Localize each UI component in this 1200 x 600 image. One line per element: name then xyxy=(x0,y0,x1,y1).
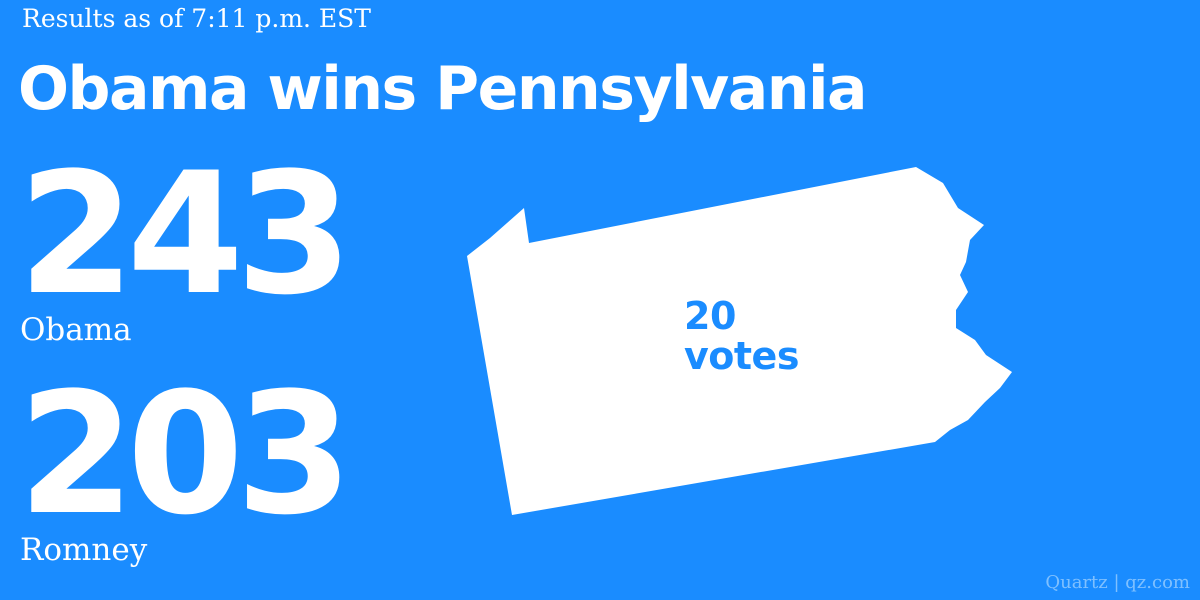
headline: Obama wins Pennsylvania xyxy=(18,54,868,124)
obama-label: Obama xyxy=(20,312,132,348)
pennsylvania-shape xyxy=(467,167,1012,515)
source-credit: Quartz | qz.com xyxy=(1045,572,1190,593)
votes-word: votes xyxy=(684,334,799,378)
votes-number: 20 xyxy=(684,294,736,338)
state-electoral-votes: 20 votes xyxy=(684,296,799,376)
romney-label: Romney xyxy=(20,532,148,568)
romney-electoral-count: 203 xyxy=(18,356,353,552)
results-timestamp: Results as of 7:11 p.m. EST xyxy=(22,4,371,33)
obama-electoral-count: 243 xyxy=(18,136,353,332)
